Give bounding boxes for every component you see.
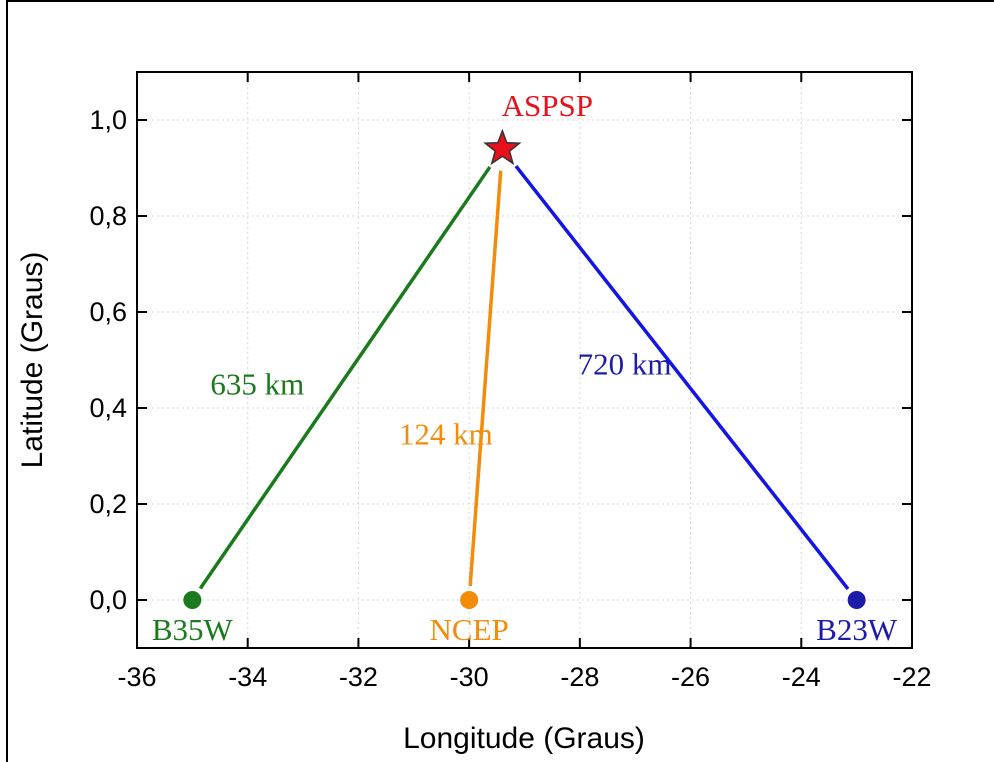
connector-line [468, 170, 503, 587]
y-tick-label: 0,6 [89, 297, 127, 327]
y-tick-label: 1,0 [89, 105, 127, 135]
point-label: B23W [816, 612, 898, 647]
x-tick-label: -32 [339, 662, 378, 692]
x-tick-label: -22 [892, 662, 931, 692]
star-marker [483, 128, 522, 166]
point-marker [183, 591, 202, 609]
point-label: NCEP [430, 612, 509, 647]
connector-line [514, 165, 850, 591]
x-axis-label: Longitude (Graus) [403, 722, 645, 755]
x-tick-label: -36 [117, 662, 156, 692]
point-label: B35W [152, 612, 234, 647]
point-marker [847, 591, 866, 609]
point-marker [460, 591, 479, 609]
y-tick-label: 0,0 [89, 585, 127, 615]
y-tick-label: 0,8 [89, 201, 127, 231]
point-label: ASPSP [502, 88, 593, 123]
distance-label: 635 km [210, 366, 304, 401]
x-tick-label: -34 [228, 662, 267, 692]
connector-line [198, 165, 492, 590]
distance-label: 720 km [578, 346, 672, 381]
y-tick-label: 0,4 [89, 393, 127, 423]
x-tick-label: -24 [782, 662, 821, 692]
plot-frame [136, 71, 913, 649]
figure-frame [6, 0, 994, 762]
x-tick-label: -30 [450, 662, 489, 692]
y-tick-label: 0,2 [89, 489, 127, 519]
distance-label: 124 km [399, 416, 493, 451]
x-tick-label: -28 [560, 662, 599, 692]
x-tick-label: -26 [671, 662, 710, 692]
y-axis-label: Latitude (Graus) [16, 252, 49, 469]
